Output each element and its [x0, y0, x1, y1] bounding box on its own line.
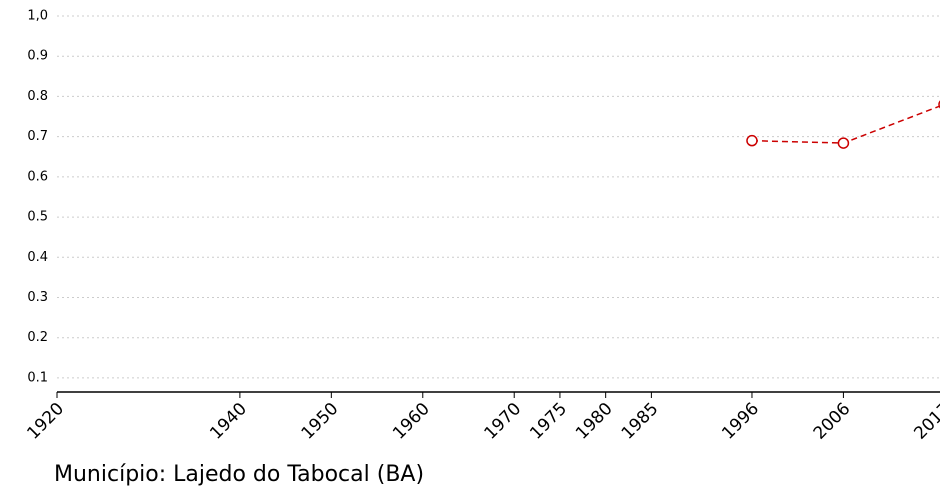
point [837, 137, 850, 149]
y-tick-label: 0.2 [27, 330, 48, 345]
y-tick-label: 0.7 [27, 129, 48, 144]
y-tick-label: 0.1 [27, 370, 48, 385]
y-tick-label: 0.6 [27, 169, 48, 184]
y-tick-label: 0.8 [27, 89, 48, 104]
x-tick-label: 1985 [618, 399, 663, 444]
x-tick-label: 1980 [572, 399, 617, 444]
x-tick-label: 1940 [206, 399, 251, 444]
x-tick-label: 1970 [481, 399, 526, 444]
y-tick-label: 0.9 [27, 49, 48, 64]
x-tick-label: 1950 [298, 399, 343, 444]
y-tick-label: 0.3 [27, 290, 48, 305]
x-tick-label: 1960 [389, 399, 434, 444]
x-tick-label: 1920 [23, 399, 68, 444]
y-tick-label: 0.5 [27, 210, 48, 225]
x-tick-label: 2006 [810, 399, 855, 444]
x-tick-label: 2017 [910, 399, 940, 444]
x-tick-label: 1996 [718, 399, 763, 444]
series-line [751, 105, 940, 144]
y-tick-label: 0.4 [27, 250, 48, 265]
x-tick-label: 1975 [526, 399, 571, 444]
y-tick-label: 1,0 [27, 9, 48, 24]
caption: Município: Lajedo do Tabocal (BA) [54, 462, 424, 487]
point [746, 134, 758, 147]
